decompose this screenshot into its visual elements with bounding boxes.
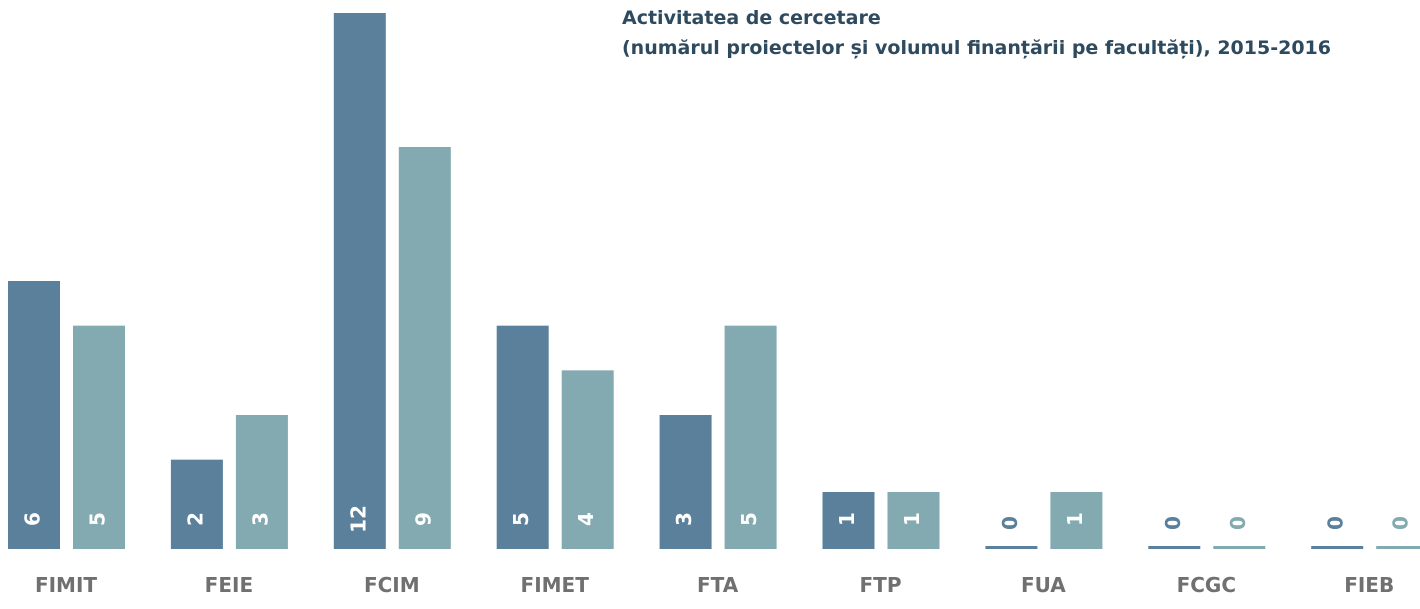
bar [8,281,60,549]
value-label: 3 [672,512,696,526]
x-tick-label: FUA [1021,573,1066,597]
bar [1148,546,1201,549]
bar [822,492,875,549]
bar [1213,546,1266,549]
bar [235,415,288,549]
value-label: 0 [1226,516,1250,530]
value-label: 4 [574,512,598,526]
x-tick-label: FTA [697,573,739,597]
bar [333,13,386,549]
value-label: 0 [998,516,1022,530]
bar [170,459,223,549]
chart-subtitle: (numărul proiectelor și volumul finanțăr… [622,37,1331,59]
value-label: 5 [86,512,110,526]
bar [985,546,1038,549]
bar [1050,492,1103,549]
value-label: 1 [835,512,859,526]
bar [1376,546,1420,549]
value-label: 12 [346,505,370,533]
x-tick-label: FEIE [205,573,253,597]
x-tick-label: FIMIT [35,573,97,597]
x-tick-label: FIMET [521,573,590,597]
value-label: 3 [248,512,272,526]
bar [561,370,614,549]
value-label: 1 [900,512,924,526]
value-label: 9 [411,512,435,526]
bar [887,492,940,549]
bar [496,325,549,549]
x-tick-label: FCIM [364,573,420,597]
x-tick-label: FTP [860,573,902,597]
chart-title: Activitatea de cercetare [622,7,881,29]
bar [724,325,777,549]
value-label: 0 [1389,516,1413,530]
bar [659,415,712,549]
value-label: 0 [1161,516,1185,530]
bar [398,147,451,549]
value-label: 5 [737,512,761,526]
value-label: 2 [183,512,207,526]
value-label: 5 [509,512,533,526]
value-label: 0 [1324,516,1348,530]
x-tick-label: FCGC [1177,573,1236,597]
value-label: 1 [1063,512,1087,526]
bar [73,325,125,549]
x-tick-label: FIEB [1344,573,1394,597]
value-label: 6 [21,512,45,526]
bar [1311,546,1364,549]
